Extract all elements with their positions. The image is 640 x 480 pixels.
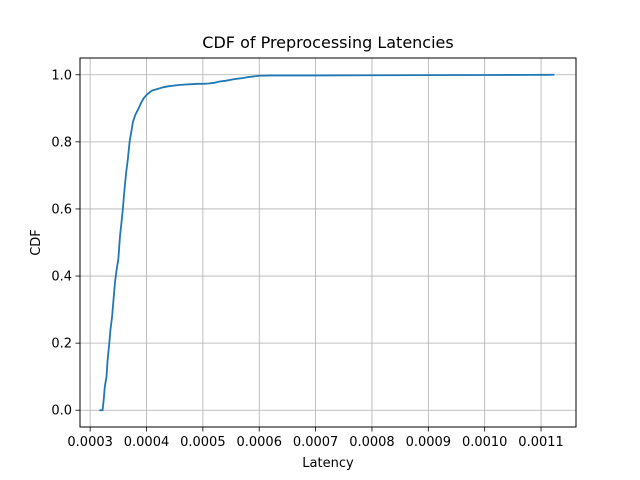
x-tick-label: 0.0005 [180, 435, 226, 450]
y-tick-label: 0.8 [51, 135, 72, 150]
x-axis-label: Latency [302, 456, 354, 471]
x-tick-label: 0.0004 [124, 435, 170, 450]
x-tick-label: 0.0007 [293, 435, 339, 450]
axis-ticks: 0.0003 0.0004 0.0005 0.0006 0.0007 0.0008 0.00… [51, 68, 563, 450]
x-tick-label: 0.0006 [236, 435, 282, 450]
x-tick-label: 0.0009 [406, 435, 452, 450]
y-tick-label: 1.0 [51, 68, 72, 83]
x-tick-label: 0.0008 [349, 435, 395, 450]
plot-frame [79, 57, 577, 428]
plot-series [99, 73, 555, 412]
y-tick-label: 0.4 [51, 270, 72, 285]
y-tick-label: 0.6 [51, 202, 72, 217]
y-tick-label: 0.0 [51, 404, 72, 419]
x-tick-label: 0.0011 [518, 435, 564, 450]
y-axis-label: CDF [29, 229, 44, 256]
x-tick-label: 0.0010 [462, 435, 508, 450]
cdf-series-line [99, 73, 555, 412]
y-tick-label: 0.2 [51, 337, 72, 352]
x-tick-label: 0.0003 [67, 435, 113, 450]
chart-title: CDF of Preprocessing Latencies [202, 33, 453, 52]
grid-lines [80, 58, 576, 427]
